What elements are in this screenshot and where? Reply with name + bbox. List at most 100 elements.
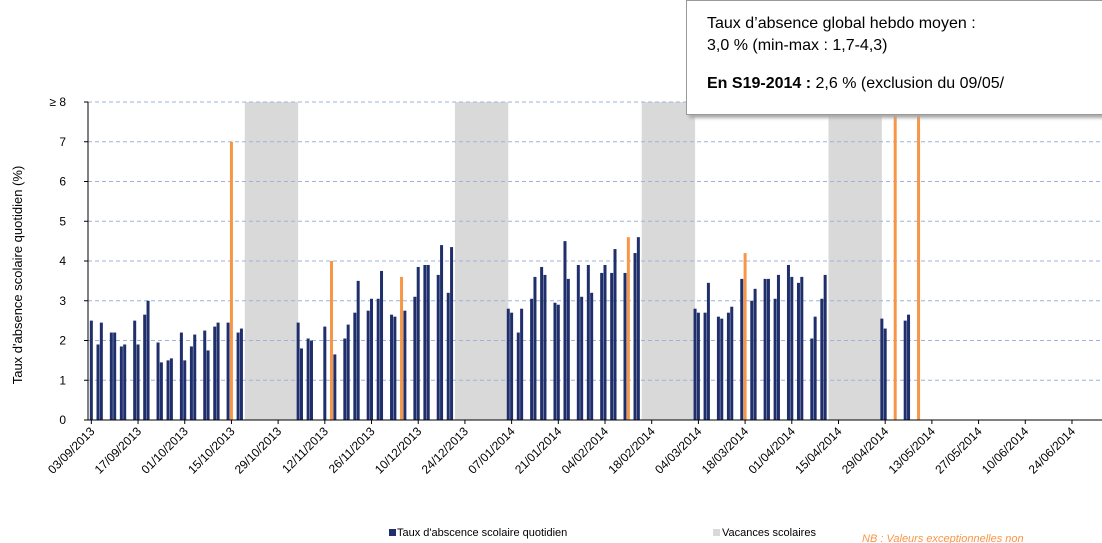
bar	[203, 330, 207, 420]
bar	[446, 292, 450, 420]
bar	[206, 350, 210, 420]
bar	[586, 264, 590, 420]
bar	[636, 237, 640, 420]
x-tick-label: 04/03/2014	[652, 424, 705, 477]
bar	[520, 308, 524, 420]
x-tick-label: 01/10/2013	[138, 424, 191, 477]
bar	[370, 298, 374, 420]
x-tick-label: 10/06/2014	[979, 424, 1032, 477]
y-tick-label: 3	[59, 294, 66, 308]
bar	[740, 278, 744, 420]
bar	[730, 306, 734, 420]
bar	[226, 322, 230, 420]
bar	[510, 312, 514, 420]
info-line: Taux d’absence global hebdo moyen :	[707, 15, 976, 32]
bar	[716, 316, 720, 420]
bar	[216, 322, 220, 420]
x-tick-label: 29/04/2014	[839, 424, 892, 477]
x-tick-label: 18/03/2014	[699, 424, 752, 477]
bar	[603, 264, 607, 420]
x-tick-label: 21/01/2014	[512, 424, 565, 477]
bar	[590, 292, 594, 420]
info-bold: En S19-2014 :	[707, 75, 812, 92]
bar	[423, 264, 427, 420]
bar	[380, 270, 384, 420]
y-tick-label: ≥ 8	[49, 95, 66, 109]
x-tick-label: 12/11/2013	[279, 424, 331, 476]
bar	[236, 332, 240, 420]
bar	[133, 320, 137, 420]
bar	[720, 318, 724, 420]
bar	[159, 362, 163, 420]
bar	[193, 334, 197, 420]
bar	[306, 338, 310, 420]
y-tick-label: 2	[59, 334, 66, 348]
y-tick-label: 4	[59, 254, 66, 268]
bar	[413, 296, 417, 420]
bar	[113, 332, 117, 420]
bar	[516, 332, 520, 420]
bar	[530, 298, 534, 420]
bar	[766, 278, 770, 420]
bar	[146, 300, 150, 420]
bar	[566, 278, 570, 420]
bar	[416, 266, 420, 420]
bar	[743, 253, 747, 420]
bar	[796, 282, 800, 420]
bar	[540, 266, 544, 420]
bar	[343, 338, 347, 420]
bar	[907, 314, 911, 420]
bar	[403, 310, 407, 420]
legend-label: Taux d'abscence scolaire quotidien	[397, 527, 567, 539]
bar	[533, 276, 537, 420]
bar	[753, 288, 757, 420]
bar	[543, 274, 547, 420]
x-tick-label: 03/09/2013	[45, 424, 98, 477]
bar	[299, 348, 303, 420]
bar	[506, 308, 510, 420]
bar	[183, 360, 187, 420]
x-tick-label: 27/05/2014	[932, 424, 985, 477]
bar	[750, 300, 754, 420]
y-tick-label: 0	[59, 413, 66, 427]
bar	[600, 272, 604, 420]
bar	[613, 249, 617, 420]
x-tick-label: 13/05/2014	[886, 424, 939, 477]
bar	[333, 354, 337, 420]
y-tick-label: 5	[59, 214, 66, 228]
bar	[696, 312, 700, 420]
bar	[123, 344, 127, 420]
x-tick-label: 15/10/2013	[185, 424, 238, 477]
bar	[309, 340, 313, 420]
bar	[626, 237, 630, 420]
bar	[917, 102, 921, 420]
bar	[553, 302, 557, 420]
bar	[903, 320, 907, 420]
bar	[820, 298, 824, 420]
bar	[99, 322, 103, 420]
bar	[96, 344, 100, 420]
bar	[400, 276, 404, 420]
bar	[800, 276, 804, 420]
bar	[763, 278, 767, 420]
y-tick-label: 1	[59, 373, 66, 387]
x-tick-label: 07/01/2014	[465, 424, 518, 477]
legend-swatch	[389, 529, 396, 536]
legend-label: Vacances scolaires	[722, 527, 816, 539]
bar	[726, 312, 730, 420]
bar	[813, 316, 817, 420]
bar	[703, 312, 707, 420]
bar	[610, 272, 614, 420]
bar	[893, 102, 897, 420]
bar	[440, 245, 444, 420]
info-line: En S19-2014 : 2,6 % (exclusion du 09/05/	[707, 73, 1102, 95]
bar	[556, 304, 560, 420]
x-tick-label: 10/12/2013	[372, 424, 425, 477]
bar	[776, 274, 780, 420]
x-tick-label: 26/11/2013	[326, 424, 378, 476]
y-tick-label: 6	[59, 175, 66, 189]
x-tick-label: 17/09/2013	[92, 424, 145, 477]
bar	[580, 296, 584, 420]
